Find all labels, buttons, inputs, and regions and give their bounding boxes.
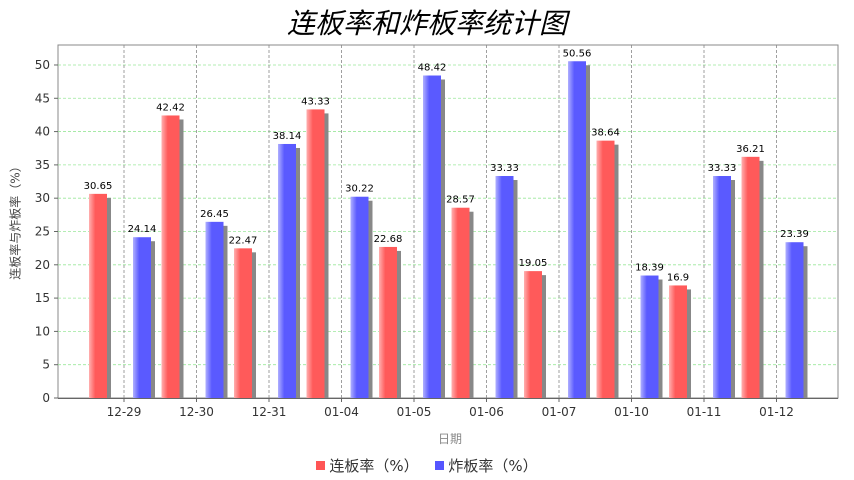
legend-label-zhaban: 炸板率（%） — [448, 457, 538, 475]
data-label: 22.47 — [229, 235, 258, 246]
data-label: 18.39 — [635, 263, 664, 274]
x-tick-label: 01-04 — [324, 405, 359, 419]
x-tick-label: 01-06 — [469, 405, 504, 419]
bar-zhaban — [640, 275, 659, 398]
bar-zhaban — [133, 237, 151, 398]
bar-lianban — [379, 246, 397, 398]
bar-zhaban — [350, 196, 369, 398]
x-axis-label: 日期 — [437, 432, 462, 446]
legend-swatch-red — [316, 461, 326, 470]
data-label: 33.33 — [490, 163, 519, 174]
bar-lianban — [306, 109, 325, 398]
data-label: 30.22 — [345, 184, 374, 195]
data-label: 38.64 — [591, 128, 620, 139]
data-label: 26.45 — [200, 209, 229, 220]
y-tick-label: 30 — [35, 191, 50, 205]
legend: 连板率（%） 炸板率（%） — [0, 455, 854, 476]
x-tick-label: 12-29 — [107, 405, 142, 419]
x-tick-label: 12-31 — [252, 405, 287, 419]
x-tick-label: 01-10 — [614, 405, 649, 419]
data-label: 33.33 — [708, 163, 737, 174]
y-tick-label: 10 — [35, 324, 50, 338]
bar-lianban — [161, 115, 180, 398]
legend-item-lianban: 连板率（%） — [316, 455, 419, 476]
bar-lianban — [89, 193, 107, 398]
bar-zhaban — [205, 221, 224, 398]
data-label: 24.14 — [128, 224, 157, 235]
x-tick-label: 01-12 — [759, 405, 794, 419]
bar-zhaban — [785, 242, 804, 398]
legend-item-zhaban: 炸板率（%） — [435, 455, 538, 476]
y-tick-label: 25 — [35, 224, 50, 238]
y-tick-label: 0 — [42, 391, 50, 405]
plot-area — [57, 44, 839, 399]
bar-lianban — [524, 271, 542, 398]
y-tick-label: 5 — [42, 358, 50, 372]
bar-lianban — [596, 140, 615, 399]
data-label: 19.05 — [519, 258, 548, 269]
bar-zhaban — [495, 176, 514, 398]
legend-swatch-blue — [435, 461, 445, 470]
bar-zhaban — [278, 143, 296, 398]
y-tick-label: 15 — [35, 291, 50, 305]
bar-lianban — [741, 156, 760, 398]
y-tick-label: 40 — [35, 125, 50, 139]
bar-lianban — [669, 285, 687, 398]
bar-zhaban — [423, 75, 441, 399]
y-tick-label: 50 — [35, 58, 50, 72]
bar-zhaban — [568, 61, 586, 399]
data-label: 43.33 — [301, 96, 330, 107]
bar-zhaban — [713, 176, 731, 398]
bar-lianban — [451, 207, 470, 398]
y-axis-label-box: 连板率与炸板率（%） — [2, 150, 28, 290]
y-tick-label: 45 — [35, 91, 50, 105]
data-label: 48.42 — [418, 63, 447, 74]
chart-title: 连板率和炸板率统计图 — [286, 7, 567, 40]
data-label: 30.65 — [84, 181, 113, 192]
x-tick-label: 01-11 — [687, 405, 722, 419]
y-tick-label: 35 — [35, 158, 50, 172]
data-label: 16.9 — [667, 272, 689, 283]
data-label: 22.68 — [374, 234, 403, 245]
x-tick-label: 12-30 — [179, 405, 214, 419]
data-label: 50.56 — [563, 48, 592, 59]
x-tick-label: 01-05 — [397, 405, 432, 419]
y-tick-label: 20 — [35, 258, 50, 272]
data-label: 23.39 — [780, 229, 809, 240]
data-label: 36.21 — [736, 144, 765, 155]
data-label: 28.57 — [446, 195, 475, 206]
y-axis-label: 连板率与炸板率（%） — [8, 160, 23, 280]
data-label: 38.14 — [273, 131, 302, 142]
x-tick-label: 01-07 — [542, 405, 577, 419]
legend-label-lianban: 连板率（%） — [329, 457, 419, 475]
bar-lianban — [234, 248, 252, 398]
data-label: 42.42 — [156, 102, 185, 113]
